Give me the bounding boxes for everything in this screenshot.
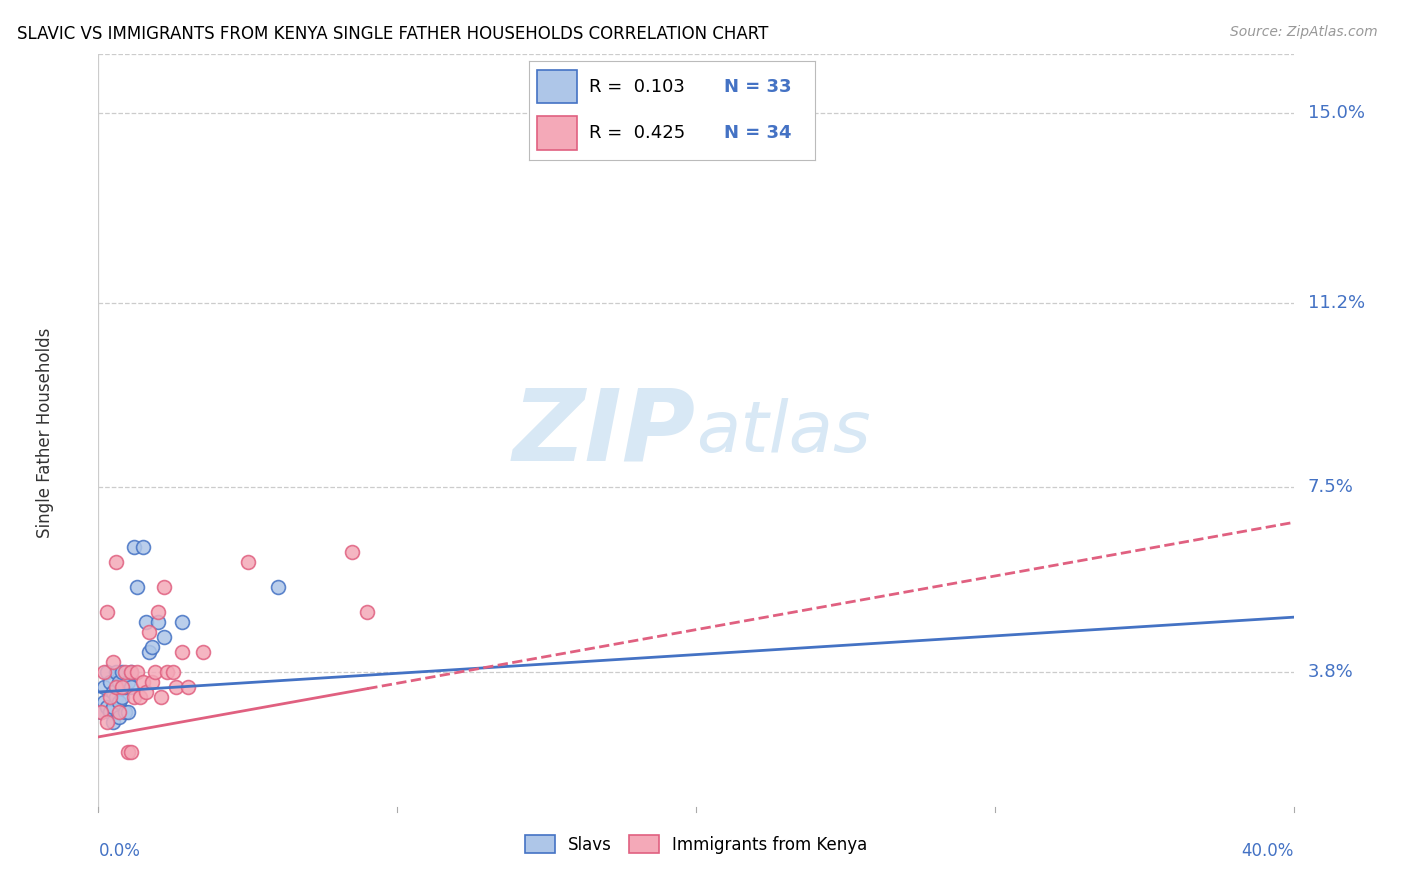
Point [114,665,136,679]
Point [148,605,170,619]
Text: ZIP: ZIP [513,384,696,481]
Point [120,665,142,679]
Point [96,714,118,729]
Point [117,745,139,759]
Point [153,630,176,644]
Text: 0.0%: 0.0% [98,842,141,860]
Point [111,690,134,704]
Text: SLAVIC VS IMMIGRANTS FROM KENYA SINGLE FATHER HOUSEHOLDS CORRELATION CHART: SLAVIC VS IMMIGRANTS FROM KENYA SINGLE F… [17,25,768,43]
Point [114,705,136,719]
Point [153,580,176,594]
Point [165,680,187,694]
Text: 40.0%: 40.0% [1241,842,1294,860]
Point [93,680,115,694]
Point [135,685,157,699]
Point [177,680,200,694]
Point [98,690,122,704]
Point [98,675,122,690]
Point [172,645,194,659]
Text: 11.2%: 11.2% [1308,294,1365,312]
Point [138,645,160,659]
Point [191,645,214,659]
Point [143,665,166,679]
Point [124,541,146,555]
Text: Single Father Households: Single Father Households [35,327,53,538]
Point [103,714,125,729]
Text: 15.0%: 15.0% [1308,104,1365,122]
Point [90,705,112,719]
Point [120,680,142,694]
Point [129,690,152,704]
Point [124,690,146,704]
Point [342,545,364,559]
Point [108,675,131,690]
Text: 7.5%: 7.5% [1308,478,1354,497]
Point [117,705,139,719]
Point [93,665,115,679]
Point [103,700,125,714]
Point [150,690,173,704]
Point [162,665,184,679]
Point [141,640,163,654]
Point [135,615,157,630]
Point [236,555,259,569]
Text: Source: ZipAtlas.com: Source: ZipAtlas.com [1230,25,1378,39]
Point [117,675,139,690]
Point [148,615,170,630]
Point [98,705,122,719]
Point [108,710,131,724]
Point [172,615,194,630]
Point [105,665,128,679]
Point [138,625,160,640]
Point [356,605,378,619]
Point [120,745,142,759]
Point [267,580,290,594]
Legend: Slavs, Immigrants from Kenya: Slavs, Immigrants from Kenya [517,829,875,860]
Point [127,665,149,679]
Point [108,695,131,709]
Point [105,690,128,704]
Point [132,675,155,690]
Point [132,541,155,555]
Point [96,665,118,679]
Point [141,675,163,690]
Point [93,695,115,709]
Text: 3.8%: 3.8% [1308,663,1354,681]
Point [120,665,142,679]
Point [96,605,118,619]
Point [111,680,134,694]
Point [105,555,128,569]
Point [111,665,134,679]
Point [105,680,128,694]
Point [96,700,118,714]
Point [103,685,125,699]
Point [90,705,112,719]
Text: atlas: atlas [696,398,870,467]
Point [127,580,149,594]
Point [108,705,131,719]
Point [103,655,125,669]
Point [156,665,179,679]
Point [114,680,136,694]
